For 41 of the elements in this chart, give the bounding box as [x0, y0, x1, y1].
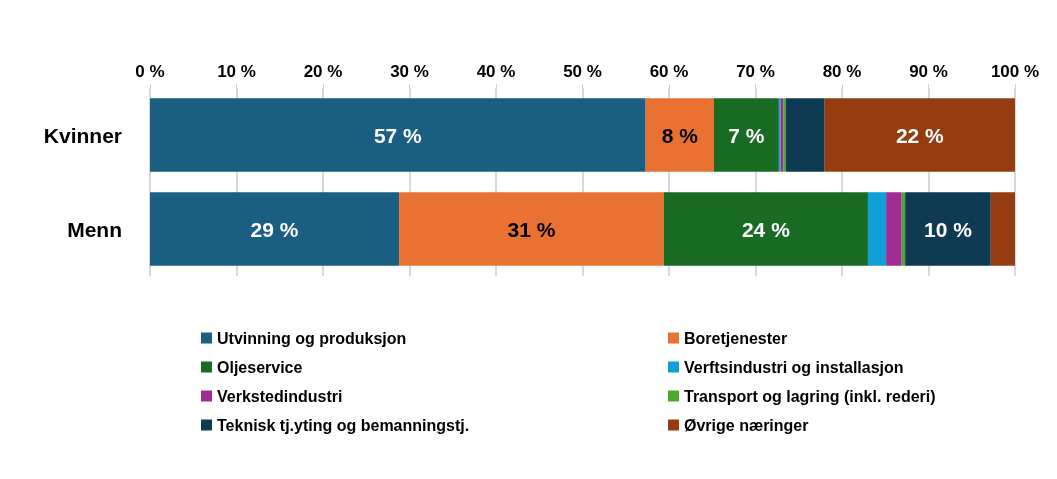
bar	[867, 192, 887, 266]
legend-label: Utvinning og produksjon	[217, 329, 407, 347]
bar	[150, 192, 400, 266]
data-label: 31 %	[507, 217, 556, 241]
bar	[150, 98, 646, 172]
bar	[824, 98, 1015, 172]
bar	[645, 98, 714, 172]
y-tick-label: Kvinner	[43, 123, 122, 147]
x-tick-label: 0 %	[135, 62, 165, 81]
x-tick-label: 30 %	[390, 62, 429, 81]
bar	[399, 192, 664, 266]
x-tick-label: 100 %	[990, 62, 1040, 81]
data-label: 29 %	[250, 217, 299, 241]
x-tick-label: 20 %	[303, 62, 343, 81]
legend-label: Teknisk tj.yting og bemanningstj.	[217, 416, 470, 434]
x-tick-label: 40 %	[476, 62, 516, 81]
bar	[886, 192, 902, 266]
bar	[905, 192, 991, 266]
x-tick-label: 60 %	[649, 62, 689, 81]
bar	[663, 192, 868, 266]
x-tick-label: 90 %	[909, 62, 948, 81]
x-tick-label: 70 %	[736, 62, 775, 81]
legend-label: Oljeservice	[217, 358, 303, 376]
x-tick-label: 10 %	[217, 62, 256, 81]
legend-label: Øvrige næringer	[684, 416, 809, 434]
data-label: 8 %	[661, 123, 699, 147]
legend-label: Verftsindustri og installasjon	[684, 358, 904, 376]
x-tick-label: 80 %	[822, 62, 862, 81]
legend-label: Transport og lagring (inkl. rederi)	[684, 387, 936, 405]
x-tick-label: 50 %	[563, 62, 602, 81]
data-label: 57 %	[373, 123, 423, 147]
bar	[785, 98, 825, 172]
bar	[990, 192, 1015, 266]
legend-label: Verkstedindustri	[217, 387, 343, 405]
data-label: 24 %	[741, 217, 791, 241]
bar	[713, 98, 779, 172]
data-label: 10 %	[924, 217, 973, 241]
data-label: 22 %	[895, 123, 945, 147]
data-label: 7 %	[728, 123, 765, 147]
y-tick-label: Menn	[67, 217, 122, 241]
legend-label: Boretjenester	[684, 329, 788, 347]
